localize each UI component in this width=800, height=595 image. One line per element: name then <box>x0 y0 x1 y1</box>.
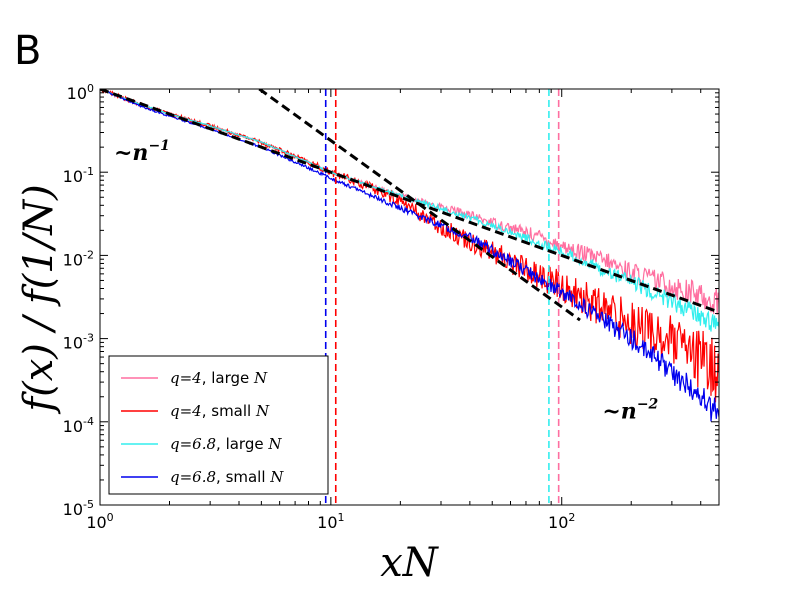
y-axis-title: f(x) / f(1/N) <box>16 184 62 414</box>
legend-label-2: q=4, small N <box>170 402 270 420</box>
x-tick-label: 100 <box>86 511 113 532</box>
y-tick-label: 10-5 <box>63 498 94 519</box>
y-tick-label: 10-4 <box>63 415 94 436</box>
legend-box <box>108 355 329 495</box>
legend: q=4, large N q=4, small N q=6.8, large N q=… <box>108 355 329 495</box>
y-tick-label: 10-2 <box>63 248 94 269</box>
reference-lines-layer <box>100 89 719 322</box>
legend-label-4: q=6.8, small N <box>170 468 284 486</box>
vertical-lines-layer <box>324 89 560 505</box>
y-tick-label: 10-3 <box>63 332 94 353</box>
annotation-n1: ~n−1 <box>114 138 170 166</box>
x-tick-label: 101 <box>317 511 344 532</box>
legend-label-3: q=6.8, large N <box>170 435 282 453</box>
reference-line-1 <box>100 89 719 314</box>
legend-label-1: q=4, large N <box>170 369 268 387</box>
y-tick-label: 10-1 <box>63 165 94 186</box>
x-axis-title: xN <box>380 540 440 586</box>
panel-label: B <box>14 28 41 74</box>
plot-frame <box>99 88 720 506</box>
y-axis-label: f(x) / f(1/N) <box>16 184 62 414</box>
series-line-2 <box>100 89 719 403</box>
annotations-layer: ~n−1 ~n−2 <box>114 138 659 424</box>
reference-line-2 <box>258 89 581 322</box>
annotation-n2: ~n−2 <box>602 396 658 424</box>
ticks-layer: 100 101 102 100 10-1 10-2 10-3 10-4 10-5 <box>63 82 719 532</box>
x-tick-label: 102 <box>548 511 575 532</box>
series-line-4 <box>100 89 719 422</box>
y-tick-label: 100 <box>67 82 94 103</box>
